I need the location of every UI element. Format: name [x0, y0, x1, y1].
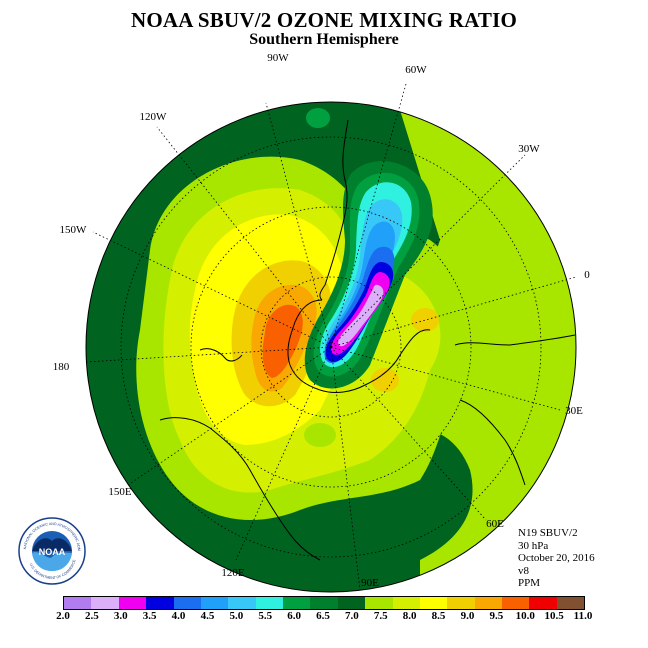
- legend-tick-label: 5.0: [229, 610, 244, 622]
- legend-tick-label: 4.5: [200, 610, 215, 622]
- meridian-60e: [330, 346, 487, 521]
- legend-swatch: [146, 597, 174, 609]
- legend-tick-label: 7.0: [345, 610, 359, 622]
- label-90e: 90E: [361, 577, 379, 589]
- label-30e: 30E: [565, 405, 583, 417]
- legend-swatch: [283, 597, 311, 609]
- meridian-0: [330, 276, 577, 348]
- latitude-ring-outer: [120, 136, 542, 558]
- legend-tick-label: 3.5: [142, 610, 157, 622]
- meta-units: PPM: [518, 577, 541, 589]
- field-level-7-5-east: [380, 106, 576, 592]
- legend-swatch: [200, 597, 229, 609]
- legend-swatch: [474, 597, 502, 609]
- legend-tick-label: 8.0: [402, 610, 417, 622]
- meridian-120w: [156, 126, 332, 348]
- legend-swatch: [337, 597, 366, 609]
- legend-swatch: [502, 597, 530, 609]
- field-blob-north: [306, 108, 330, 128]
- legend-tick-label: 5.5: [258, 610, 273, 622]
- legend-swatch: [419, 597, 448, 609]
- legend-swatch: [64, 597, 92, 609]
- legend-swatch: [228, 597, 256, 609]
- label-30w: 30W: [518, 143, 540, 155]
- coast-south-america: [319, 119, 349, 301]
- label-60w: 60W: [405, 64, 427, 76]
- legend-tick-label: 9.0: [460, 610, 475, 622]
- coast-australia: [159, 417, 321, 561]
- ozone-field: [86, 102, 576, 592]
- meta-level: 30 hPa: [518, 539, 549, 552]
- coast-antarctica: [287, 299, 431, 393]
- legend-tick-label: 6.5: [316, 610, 330, 622]
- map-title: NOAA SBUV/2 OZONE MIXING RATIO: [131, 8, 517, 32]
- legend-swatch: [91, 597, 119, 609]
- label-150e: 150E: [108, 486, 132, 498]
- field-level-2-5: [338, 284, 384, 347]
- legend-tick-label: 3.0: [113, 610, 128, 622]
- map-boundary: [85, 101, 577, 593]
- meridian-30w: [330, 154, 526, 348]
- meridian-180: [85, 346, 332, 363]
- legend-tick-label: 4.0: [171, 610, 186, 622]
- legend-swatch: [255, 597, 283, 609]
- legend-swatch: [118, 597, 147, 609]
- legend-swatch: [173, 597, 201, 609]
- coast-africa: [454, 334, 576, 486]
- label-120e: 120E: [221, 567, 245, 579]
- label-0: 0: [584, 269, 590, 281]
- meridian-60w: [330, 83, 407, 348]
- field-blob-lower: [304, 423, 336, 447]
- legend-swatch: [447, 597, 475, 609]
- legend-swatch: [310, 597, 338, 609]
- noaa-logo: NOAA NATIONAL OCEANIC AND ATMOSPHERIC AD…: [18, 517, 86, 585]
- field-blob-south: [371, 368, 399, 392]
- color-legend: [63, 596, 585, 610]
- latitude-ring-inner: [260, 276, 402, 418]
- legend-swatch: [529, 597, 557, 609]
- legend-tick-label: 2.0: [56, 610, 70, 622]
- legend-tick-label: 9.5: [489, 610, 504, 622]
- label-90w: 90W: [267, 52, 289, 64]
- label-60e: 60E: [486, 518, 504, 530]
- legend-tick-label: 2.5: [85, 610, 99, 622]
- latitude-ring-middle: [190, 206, 472, 488]
- meridian-90e: [330, 346, 361, 591]
- graticule: [85, 83, 577, 591]
- meridian-150e: [127, 346, 332, 486]
- label-180: 180: [53, 361, 70, 373]
- meridian-150w: [92, 231, 332, 348]
- legend-tick-label: 10.0: [515, 610, 535, 622]
- meridian-120e: [235, 346, 332, 561]
- field-level-10-0: [262, 304, 303, 378]
- legend-swatch: [392, 597, 420, 609]
- label-150w: 150W: [60, 224, 88, 236]
- field-blob-east: [411, 308, 439, 332]
- legend-tick-label: 10.5: [544, 610, 564, 622]
- map-subtitle: Southern Hemisphere: [249, 31, 399, 48]
- coastlines: [159, 119, 576, 561]
- meta-version: v8: [518, 564, 529, 577]
- legend-ticks: 2.0 2.5 3.0 3.5 4.0 4.5 5.0 5.5 6.0 6.5 7.0 7.5 8.0 8…: [51, 610, 597, 624]
- legend-tick-label: 8.5: [431, 610, 446, 622]
- legend-tick-label: 6.0: [287, 610, 301, 622]
- label-120w: 120W: [140, 111, 168, 123]
- noaa-logo-text: NOAA: [39, 547, 66, 557]
- meta-instrument: N19 SBUV/2: [518, 527, 578, 539]
- metadata-block: N19 SBUV/2 30 hPa October 20, 2016 v8 PP…: [518, 527, 595, 590]
- coast-new-zealand: [199, 348, 243, 362]
- legend-swatch: [365, 597, 393, 609]
- meta-date: October 20, 2016: [518, 552, 595, 564]
- legend-swatch: [556, 597, 585, 609]
- legend-tick-label: 11.0: [573, 610, 593, 622]
- legend-tick-label: 7.5: [373, 610, 388, 622]
